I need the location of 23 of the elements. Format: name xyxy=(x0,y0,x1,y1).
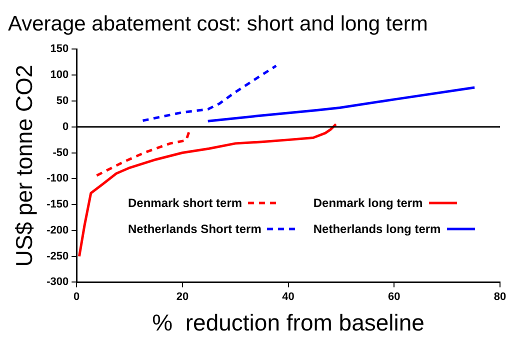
y-tick-label: -100 xyxy=(46,172,69,185)
y-tick-label: -50 xyxy=(52,146,69,159)
y-axis-title: US$ per tonne CO2 xyxy=(11,64,38,267)
y-tick-label: -200 xyxy=(46,224,69,236)
y-tick-label: 0 xyxy=(62,120,69,133)
y-tick-label: -300 xyxy=(46,276,69,288)
x-tick-label: 0 xyxy=(74,290,80,303)
legend-label: Denmark long term xyxy=(313,196,423,210)
y-tick-label: 50 xyxy=(56,95,69,108)
x-tick-label: 60 xyxy=(388,290,400,303)
legend-label: Netherlands Short term xyxy=(128,222,262,236)
x-tick-label: 80 xyxy=(494,290,506,303)
x-tick-label: 20 xyxy=(176,290,189,303)
legend-label: Netherlands long term xyxy=(313,222,441,236)
chart-title: Average abatement cost: short and long term xyxy=(8,12,428,36)
legend-label: Denmark short term xyxy=(128,196,242,210)
line-series xyxy=(142,64,278,122)
y-tick-label: 150 xyxy=(50,43,69,56)
y-tick-label: -250 xyxy=(46,250,69,262)
y-tick-label: 100 xyxy=(50,69,69,82)
y-tick-label: -150 xyxy=(46,198,69,211)
x-tick-label: 40 xyxy=(282,290,294,303)
x-axis-title: % reduction from baseline xyxy=(152,310,424,336)
